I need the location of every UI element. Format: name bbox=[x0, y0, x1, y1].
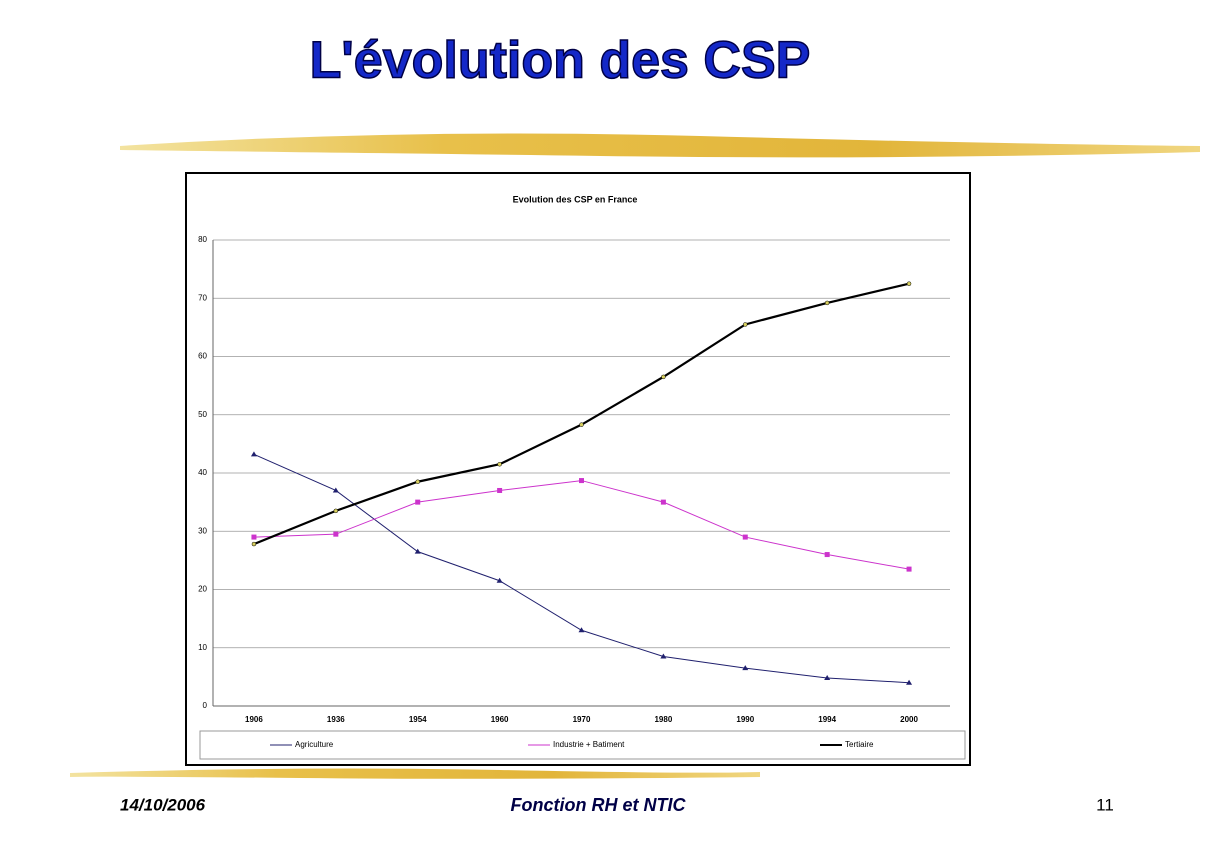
x-tick-label: 1970 bbox=[573, 715, 591, 724]
marker bbox=[579, 478, 584, 484]
y-tick-label: 20 bbox=[198, 585, 207, 594]
marker bbox=[824, 552, 830, 558]
x-tick-label: 1980 bbox=[654, 715, 672, 724]
marker bbox=[906, 679, 913, 685]
marker bbox=[906, 566, 912, 572]
slide-title: L'évolution des CSP bbox=[310, 32, 811, 90]
marker bbox=[579, 422, 584, 427]
legend-label: Tertiaire bbox=[845, 740, 874, 749]
chart-frame bbox=[185, 172, 971, 766]
x-tick-label: 1954 bbox=[409, 715, 427, 724]
y-tick-label: 80 bbox=[198, 235, 207, 244]
marker bbox=[661, 374, 666, 380]
marker bbox=[497, 487, 503, 493]
marker bbox=[333, 508, 339, 514]
brush-stroke bbox=[70, 768, 760, 779]
marker bbox=[824, 675, 831, 681]
marker bbox=[333, 531, 339, 537]
marker bbox=[415, 479, 420, 484]
x-tick-label: 1994 bbox=[818, 715, 836, 724]
marker bbox=[660, 499, 666, 505]
footer-title: Fonction RH et NTIC bbox=[511, 795, 687, 815]
y-tick-label: 30 bbox=[198, 526, 207, 535]
marker bbox=[496, 577, 503, 583]
marker bbox=[250, 451, 257, 457]
x-tick-label: 1936 bbox=[327, 715, 345, 724]
marker bbox=[743, 322, 748, 327]
marker bbox=[824, 300, 830, 306]
y-tick-label: 0 bbox=[203, 701, 208, 710]
legend-box bbox=[199, 730, 966, 760]
legend-label: Agriculture bbox=[295, 740, 334, 749]
marker bbox=[414, 548, 421, 554]
footer-date: 14/10/2006 bbox=[120, 795, 206, 814]
marker bbox=[660, 653, 667, 659]
x-tick-label: 1990 bbox=[736, 715, 754, 724]
marker bbox=[742, 534, 748, 540]
x-tick-label: 1906 bbox=[245, 715, 263, 724]
marker bbox=[415, 499, 421, 505]
x-tick-label: 2000 bbox=[900, 715, 918, 724]
y-tick-label: 50 bbox=[198, 410, 207, 419]
marker bbox=[497, 462, 502, 467]
page-number: 11 bbox=[1096, 795, 1114, 814]
legend-label: Industrie + Batiment bbox=[553, 740, 625, 749]
marker bbox=[578, 627, 585, 633]
marker bbox=[332, 487, 339, 493]
y-tick-label: 40 bbox=[198, 468, 207, 477]
y-tick-label: 60 bbox=[198, 352, 207, 361]
y-tick-label: 70 bbox=[198, 293, 207, 302]
marker bbox=[906, 281, 912, 286]
marker bbox=[742, 665, 749, 671]
marker bbox=[251, 541, 257, 547]
chart-title: Evolution des CSP en France bbox=[513, 194, 638, 204]
marker bbox=[251, 534, 257, 540]
y-tick-label: 10 bbox=[198, 643, 207, 652]
x-tick-label: 1960 bbox=[491, 715, 509, 724]
brush-stroke bbox=[120, 133, 1200, 158]
